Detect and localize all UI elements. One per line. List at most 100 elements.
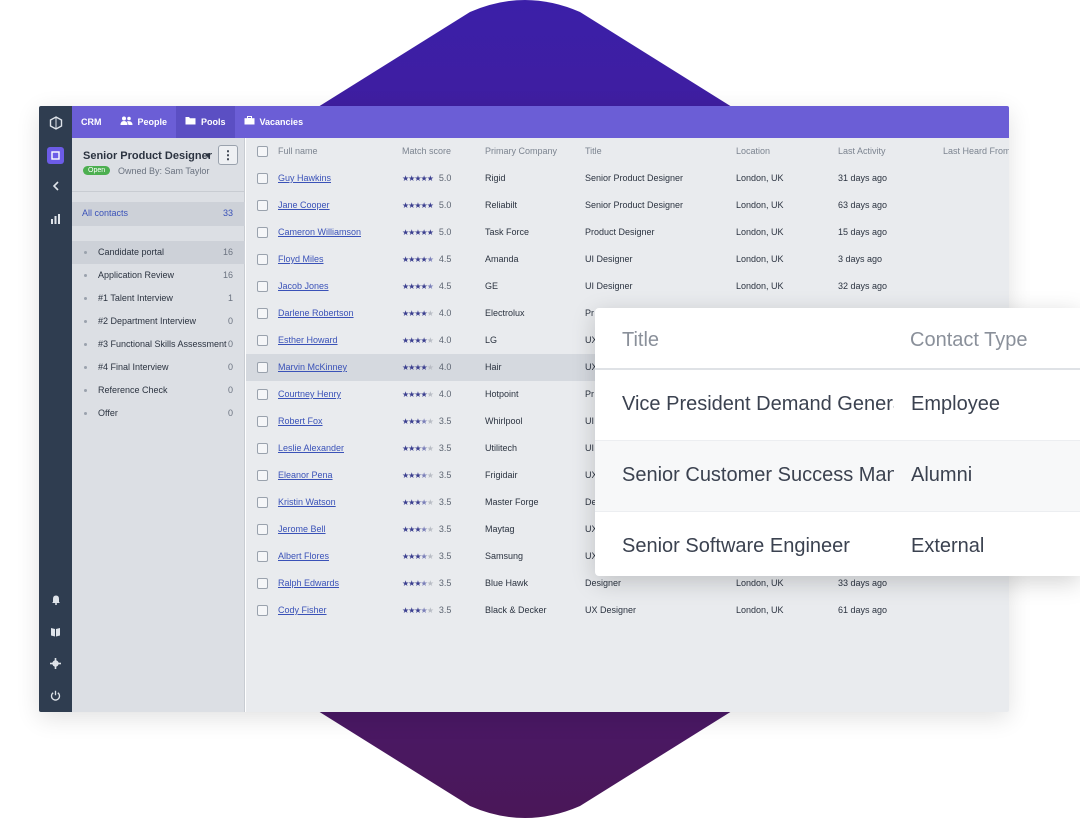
row-checkbox[interactable]	[257, 605, 268, 616]
more-options-icon[interactable]: ⋮	[218, 145, 238, 165]
row-checkbox[interactable]	[257, 173, 268, 184]
power-icon[interactable]	[47, 687, 64, 704]
stage-label: #4 Final Interview	[98, 362, 169, 372]
table-row[interactable]: Esther Howard ★★★★★ 4.0 LG UX	[246, 327, 1009, 354]
column-header[interactable]: Location	[736, 146, 771, 156]
gear-icon[interactable]	[47, 655, 64, 672]
board-icon[interactable]	[47, 147, 64, 164]
column-header[interactable]: Last Activity	[838, 146, 886, 156]
contact-name-link[interactable]: Guy Hawkins	[278, 173, 332, 183]
briefcase-icon	[244, 116, 255, 128]
location-cell: London, UK	[736, 200, 784, 210]
row-checkbox[interactable]	[257, 524, 268, 535]
table-row[interactable]: Leslie Alexander ★★★★★ 3.5 Utilitech UI	[246, 435, 1009, 462]
column-header[interactable]: Last Heard From	[943, 146, 1009, 156]
table-row[interactable]: Kristin Watson ★★★★★ 3.5 Master Forge De	[246, 489, 1009, 516]
stage-item[interactable]: Offer 0	[72, 402, 245, 425]
contact-name-link[interactable]: Leslie Alexander	[278, 443, 345, 453]
table-row[interactable]: Darlene Robertson ★★★★★ 4.0 Electrolux Pr	[246, 300, 1009, 327]
row-checkbox[interactable]	[257, 308, 268, 319]
all-contacts-item[interactable]: All contacts 33	[72, 202, 245, 226]
contact-name-link[interactable]: Cameron Williamson	[278, 227, 362, 237]
activity-cell: 3 days ago	[838, 254, 883, 264]
stage-dot-icon	[84, 412, 87, 415]
row-checkbox[interactable]	[257, 443, 268, 454]
card-row-title: Senior Customer Success Manager	[622, 464, 894, 486]
contact-name-link[interactable]: Courtney Henry	[278, 389, 342, 399]
chevron-down-icon[interactable]: ▼	[204, 151, 212, 160]
contact-name-link[interactable]: Ralph Edwards	[278, 578, 340, 588]
star-rating-icon: ★★★★★	[402, 444, 434, 453]
contact-name-link[interactable]: Robert Fox	[278, 416, 323, 426]
contact-name-link[interactable]: Eleanor Pena	[278, 470, 333, 480]
card-header: Title Contact Type	[595, 308, 1080, 370]
stage-item[interactable]: #1 Talent Interview 1	[72, 287, 245, 310]
row-checkbox[interactable]	[257, 497, 268, 508]
tab-people[interactable]: People	[111, 106, 177, 138]
row-checkbox[interactable]	[257, 200, 268, 211]
star-rating-icon: ★★★★★	[402, 174, 434, 183]
table-row[interactable]: Floyd Miles ★★★★★ 4.5 Amanda UI Designer Lond…	[246, 246, 1009, 273]
bell-icon[interactable]	[47, 591, 64, 608]
table-row[interactable]: Guy Hawkins ★★★★★ 5.0 Rigid Senior Product D…	[246, 165, 1009, 192]
row-checkbox[interactable]	[257, 227, 268, 238]
table-row[interactable]: Ralph Edwards ★★★★★ 3.5 Blue Hawk Designer Lo…	[246, 570, 1009, 597]
row-checkbox[interactable]	[257, 551, 268, 562]
contact-name-link[interactable]: Esther Howard	[278, 335, 338, 345]
tab-crm[interactable]: CRM	[72, 106, 111, 138]
stage-dot-icon	[84, 320, 87, 323]
row-checkbox[interactable]	[257, 335, 268, 346]
row-checkbox[interactable]	[257, 578, 268, 589]
column-header[interactable]: Primary Company	[485, 146, 558, 156]
row-checkbox[interactable]	[257, 470, 268, 481]
card-row: Senior Customer Success Manager Alumni	[595, 441, 1080, 512]
collapse-icon[interactable]	[47, 177, 64, 194]
contact-name-link[interactable]: Cody Fisher	[278, 605, 327, 615]
match-score: ★★★★★ 3.5	[402, 435, 451, 462]
book-icon[interactable]	[47, 623, 64, 640]
table-row[interactable]: Jerome Bell ★★★★★ 3.5 Maytag UX	[246, 516, 1009, 543]
select-all-checkbox[interactable]	[257, 146, 268, 157]
table-row[interactable]: Eleanor Pena ★★★★★ 3.5 Frigidair UX	[246, 462, 1009, 489]
stage-item[interactable]: #2 Department Interview 0	[72, 310, 245, 333]
pipeline-title[interactable]: Senior Product Designer	[83, 150, 212, 162]
row-checkbox[interactable]	[257, 362, 268, 373]
table-row[interactable]: Jacob Jones ★★★★★ 4.5 GE UI Designer London, …	[246, 273, 1009, 300]
contact-name-link[interactable]: Kristin Watson	[278, 497, 336, 507]
row-checkbox[interactable]	[257, 416, 268, 427]
star-rating-icon: ★★★★★	[402, 471, 434, 480]
contact-name-link[interactable]: Jerome Bell	[278, 524, 326, 534]
tab-pools[interactable]: Pools	[176, 106, 235, 138]
tab-vacancies[interactable]: Vacancies	[235, 106, 313, 138]
contact-name-link[interactable]: Jacob Jones	[278, 281, 329, 291]
match-score: ★★★★★ 3.5	[402, 516, 451, 543]
contact-name-link[interactable]: Floyd Miles	[278, 254, 324, 264]
row-checkbox[interactable]	[257, 281, 268, 292]
contact-name-link[interactable]: Darlene Robertson	[278, 308, 354, 318]
contact-name-link[interactable]: Marvin McKinney	[278, 362, 348, 372]
column-header[interactable]: Title	[585, 146, 602, 156]
table-row[interactable]: Cody Fisher ★★★★★ 3.5 Black & Decker UX Desi…	[246, 597, 1009, 624]
table-row[interactable]: Jane Cooper ★★★★★ 5.0 Reliabilt Senior Produ…	[246, 192, 1009, 219]
stage-item[interactable]: Application Review 16	[72, 264, 245, 287]
stage-item[interactable]: Candidate portal 16	[72, 241, 245, 264]
logo-icon[interactable]	[47, 114, 64, 131]
match-score: ★★★★★ 4.0	[402, 327, 451, 354]
column-header[interactable]: Match score	[402, 146, 452, 156]
table-row[interactable]: Robert Fox ★★★★★ 3.5 Whirlpool UI	[246, 408, 1009, 435]
company-cell: Black & Decker	[485, 605, 547, 615]
table-row[interactable]: Cameron Williamson ★★★★★ 5.0 Task Force Prod…	[246, 219, 1009, 246]
table-row[interactable]: Albert Flores ★★★★★ 3.5 Samsung UX	[246, 543, 1009, 570]
company-cell: Amanda	[485, 254, 519, 264]
column-header[interactable]: Full name	[278, 146, 318, 156]
row-checkbox[interactable]	[257, 389, 268, 400]
stage-item[interactable]: #3 Functional Skills Assessment 0	[72, 333, 245, 356]
stage-item[interactable]: #4 Final Interview 0	[72, 356, 245, 379]
chart-icon[interactable]	[47, 210, 64, 227]
row-checkbox[interactable]	[257, 254, 268, 265]
stage-item[interactable]: Reference Check 0	[72, 379, 245, 402]
contact-name-link[interactable]: Jane Cooper	[278, 200, 330, 210]
score-value: 3.5	[438, 470, 452, 480]
table-row[interactable]: Courtney Henry ★★★★★ 4.0 Hotpoint Pr	[246, 381, 1009, 408]
contact-name-link[interactable]: Albert Flores	[278, 551, 330, 561]
